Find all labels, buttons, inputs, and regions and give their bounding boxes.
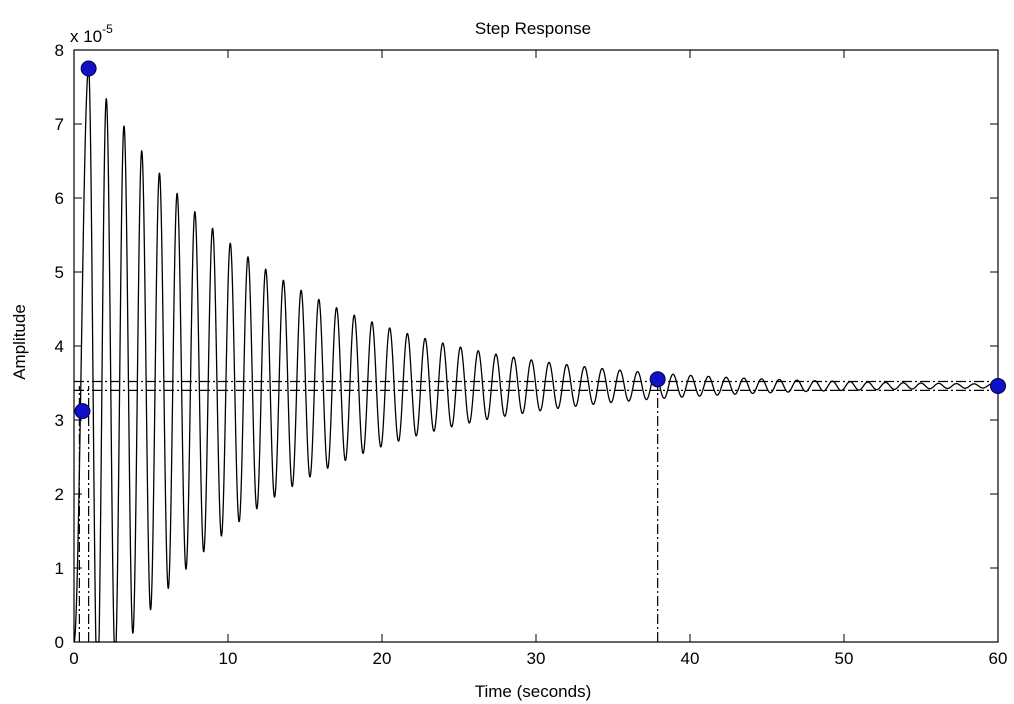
- plot-area: 0 10 20 30 40 50 60 0 1 2 3 4 5 6 7 8: [55, 41, 1008, 668]
- y-tick-label: 1: [55, 559, 64, 578]
- x-tick-label: 0: [69, 649, 78, 668]
- chart-title: Step Response: [475, 19, 591, 38]
- y-tick-label: 5: [55, 263, 64, 282]
- characteristic-point-marker: [990, 377, 1006, 394]
- axes-box: [73, 49, 999, 643]
- x-tick-label: 30: [527, 649, 546, 668]
- x-tick-label: 20: [373, 649, 392, 668]
- y-tick-label: 8: [55, 41, 64, 60]
- y-tick-label: 0: [55, 633, 64, 652]
- characteristic-point-marker: [649, 371, 666, 388]
- y-exponent-power: -5: [102, 22, 113, 36]
- characteristic-point-marker: [80, 60, 97, 77]
- response-curve: [73, 67, 999, 643]
- y-axis-label: Amplitude: [10, 304, 29, 380]
- x-tick-label: 60: [989, 649, 1008, 668]
- y-exponent-label: x 10-5: [70, 22, 113, 46]
- x-tick-label: 10: [219, 649, 238, 668]
- y-tick-label: 7: [55, 115, 64, 134]
- x-tick-label: 40: [681, 649, 700, 668]
- x-axis-label: Time (seconds): [475, 682, 592, 701]
- y-tick-label: 4: [55, 337, 64, 356]
- y-tick-label: 2: [55, 485, 64, 504]
- x-tick-label: 50: [835, 649, 854, 668]
- characteristic-point-marker: [74, 403, 91, 420]
- y-tick-label: 3: [55, 411, 64, 430]
- y-tick-label: 6: [55, 189, 64, 208]
